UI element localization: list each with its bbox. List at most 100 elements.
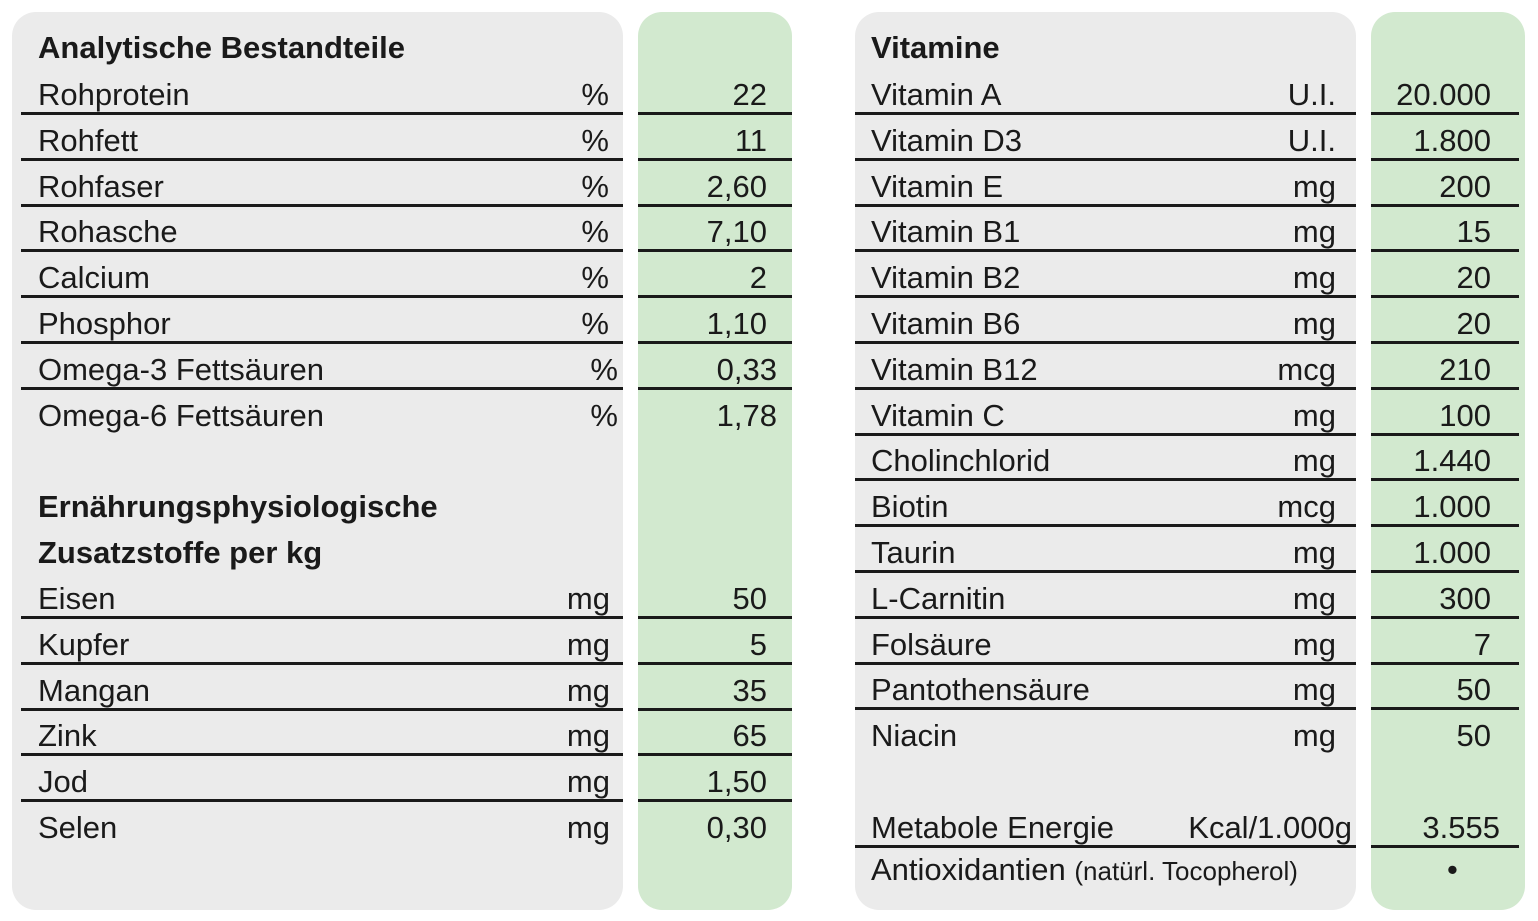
row-value: 1.000 — [1413, 489, 1491, 525]
antioxidants-value: • — [1447, 852, 1458, 887]
energy-value: 3.555 — [1422, 810, 1500, 845]
row-divider — [1371, 661, 1519, 665]
row-divider — [855, 570, 1356, 573]
row-label: Vitamin B6 — [871, 306, 1021, 341]
row-divider — [1371, 845, 1519, 848]
row-divider — [638, 707, 792, 711]
row-label: Biotin — [871, 489, 949, 525]
section-heading-line1: Ernährungsphysiologische — [38, 489, 438, 524]
row-label: Vitamin A — [871, 77, 1002, 112]
row-label: Eisen — [38, 581, 116, 616]
row-divider — [855, 524, 1356, 528]
row-divider — [855, 432, 1356, 436]
row-label: Rohfaser — [38, 168, 164, 204]
row-divider — [855, 295, 1356, 299]
row-value: 1,10 — [706, 306, 767, 341]
row-value: 1,78 — [716, 397, 777, 433]
row-value: 210 — [1439, 351, 1491, 387]
row-unit: U.I. — [1287, 77, 1336, 112]
row-unit: mcg — [1277, 489, 1336, 525]
section-heading: Analytische Bestandteile — [38, 30, 405, 65]
row-unit: % — [581, 306, 609, 341]
row-unit: mg — [1292, 580, 1336, 616]
row-value: 15 — [1456, 214, 1491, 250]
row-divider — [1371, 615, 1519, 619]
row-divider — [21, 203, 623, 207]
row-unit: % — [590, 397, 618, 433]
row-divider — [21, 112, 623, 115]
left-value-panel — [638, 12, 792, 910]
row-value: 200 — [1439, 168, 1491, 204]
row-unit: mg — [1292, 214, 1336, 250]
row-value: 11 — [734, 122, 767, 158]
row-label: Rohprotein — [38, 77, 190, 112]
row-label: Cholinchlorid — [871, 443, 1051, 479]
row-divider — [638, 661, 792, 665]
row-unit: % — [581, 214, 609, 250]
row-divider — [21, 249, 623, 253]
row-divider — [638, 753, 792, 757]
row-divider — [1371, 295, 1519, 299]
row-value: 20 — [1456, 306, 1491, 341]
row-divider — [1371, 249, 1519, 253]
row-label: Jod — [38, 764, 88, 800]
row-label: Folsäure — [871, 626, 992, 662]
row-value: 100 — [1439, 397, 1491, 433]
row-label: Niacin — [871, 718, 958, 754]
row-value: 65 — [732, 718, 767, 754]
row-label: L-Carnitin — [871, 580, 1006, 616]
row-unit: mcg — [1277, 351, 1336, 387]
row-unit: mg — [566, 672, 610, 708]
row-label: Taurin — [871, 535, 956, 570]
row-unit: % — [590, 351, 618, 387]
row-divider — [638, 203, 792, 207]
row-value: 22 — [732, 77, 767, 112]
row-divider — [21, 295, 623, 299]
row-label: Vitamin D3 — [871, 122, 1023, 158]
row-divider — [855, 478, 1356, 482]
row-label: Zink — [38, 718, 97, 754]
row-unit: mg — [1292, 168, 1336, 204]
row-label: Selen — [38, 810, 118, 845]
row-divider — [1371, 524, 1519, 528]
row-divider — [1371, 707, 1519, 711]
row-unit: mg — [1292, 306, 1336, 341]
row-value: 0,30 — [706, 810, 767, 845]
section-heading-line2: Zusatzstoffe per kg — [38, 535, 323, 570]
row-divider — [638, 157, 792, 161]
row-unit: mg — [566, 810, 610, 845]
row-divider — [855, 249, 1356, 253]
row-unit: % — [581, 122, 609, 158]
row-divider — [21, 753, 623, 757]
row-divider — [1371, 203, 1519, 207]
row-value: 0,33 — [716, 351, 777, 387]
antioxidants-label: Antioxidantien (natürl. Tocopherol) — [871, 850, 1298, 891]
row-label: Mangan — [38, 672, 151, 708]
row-value: 1.800 — [1413, 122, 1491, 158]
row-value: 7 — [1473, 626, 1491, 662]
row-unit: % — [581, 260, 609, 296]
row-unit: U.I. — [1287, 122, 1336, 158]
row-divider — [21, 707, 623, 711]
row-value: 7,10 — [706, 214, 767, 250]
antioxidants-note: (natürl. Tocopherol) — [1074, 856, 1298, 886]
row-label: Pantothensäure — [871, 672, 1090, 708]
row-unit: mg — [1292, 260, 1336, 296]
row-unit: mg — [566, 626, 610, 662]
row-unit: mg — [566, 718, 610, 754]
row-divider — [21, 341, 623, 344]
row-divider — [21, 799, 623, 803]
row-value: 1.440 — [1413, 443, 1491, 479]
row-label: Rohasche — [38, 214, 178, 250]
row-divider — [1371, 386, 1519, 390]
row-value: 2,60 — [706, 168, 767, 204]
row-divider — [855, 845, 1356, 848]
row-label: Rohfett — [38, 122, 138, 158]
row-unit: mg — [1292, 672, 1336, 708]
row-unit: mg — [1292, 397, 1336, 433]
right-value-panel — [1371, 12, 1525, 910]
row-unit: % — [581, 168, 609, 204]
row-label: Vitamin C — [871, 397, 1005, 433]
row-value: 1.000 — [1413, 535, 1491, 570]
row-divider — [21, 386, 623, 390]
